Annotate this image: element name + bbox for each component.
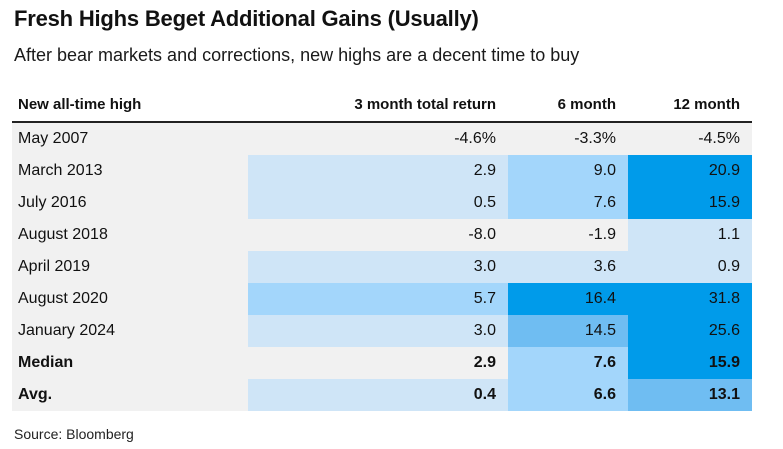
header-new-all-time-high: New all-time high [12,87,248,123]
cell-6-month: 7.6 [508,347,628,379]
cell-12-month: -4.5% [628,122,752,155]
cell-3-month: 0.5 [248,187,508,219]
cell-3-month: 5.7 [248,283,508,315]
cell-6-month: 16.4 [508,283,628,315]
cell-3-month: -4.6% [248,122,508,155]
row-label: March 2013 [12,155,248,187]
cell-12-month: 15.9 [628,187,752,219]
row-label: May 2007 [12,122,248,155]
row-label: August 2020 [12,283,248,315]
cell-12-month: 25.6 [628,315,752,347]
cell-12-month: 31.8 [628,283,752,315]
row-label: August 2018 [12,219,248,251]
cell-6-month: 6.6 [508,379,628,411]
cell-12-month: 13.1 [628,379,752,411]
cell-12-month: 20.9 [628,155,752,187]
header-row: New all-time high 3 month total return 6… [12,87,752,123]
table-row: August 2020 5.7 16.4 31.8 [12,283,752,315]
table-row: May 2007 -4.6% -3.3% -4.5% [12,122,752,155]
cell-6-month: 14.5 [508,315,628,347]
table-row: August 2018 -8.0 -1.9 1.1 [12,219,752,251]
cell-6-month: 9.0 [508,155,628,187]
table-row: January 2024 3.0 14.5 25.6 [12,315,752,347]
table-body: May 2007 -4.6% -3.3% -4.5% March 2013 2.9 9.0 2… [12,122,752,411]
row-label: April 2019 [12,251,248,283]
header-6-month: 6 month [508,87,628,123]
cell-6-month: -3.3% [508,122,628,155]
table-row: April 2019 3.0 3.6 0.9 [12,251,752,283]
cell-6-month: -1.9 [508,219,628,251]
cell-6-month: 3.6 [508,251,628,283]
cell-6-month: 7.6 [508,187,628,219]
chart-title: Fresh Highs Beget Additional Gains (Usua… [14,6,479,31]
cell-3-month: 0.4 [248,379,508,411]
cell-3-month: 3.0 [248,315,508,347]
cell-3-month: 2.9 [248,347,508,379]
row-label: Median [12,347,248,379]
cell-12-month: 15.9 [628,347,752,379]
row-label: January 2024 [12,315,248,347]
row-label: Avg. [12,379,248,411]
header-12-month: 12 month [628,87,752,123]
table-row: July 2016 0.5 7.6 15.9 [12,187,752,219]
table-row: Avg. 0.4 6.6 13.1 [12,379,752,411]
source-note: Source: Bloomberg [14,426,134,442]
row-label: July 2016 [12,187,248,219]
cell-12-month: 0.9 [628,251,752,283]
returns-table: New all-time high 3 month total return 6… [12,87,752,411]
header-3-month: 3 month total return [248,87,508,123]
cell-3-month: -8.0 [248,219,508,251]
table-row: Median 2.9 7.6 15.9 [12,347,752,379]
cell-12-month: 1.1 [628,219,752,251]
table-row: March 2013 2.9 9.0 20.9 [12,155,752,187]
cell-3-month: 2.9 [248,155,508,187]
chart-subtitle: After bear markets and corrections, new … [14,45,580,65]
cell-3-month: 3.0 [248,251,508,283]
